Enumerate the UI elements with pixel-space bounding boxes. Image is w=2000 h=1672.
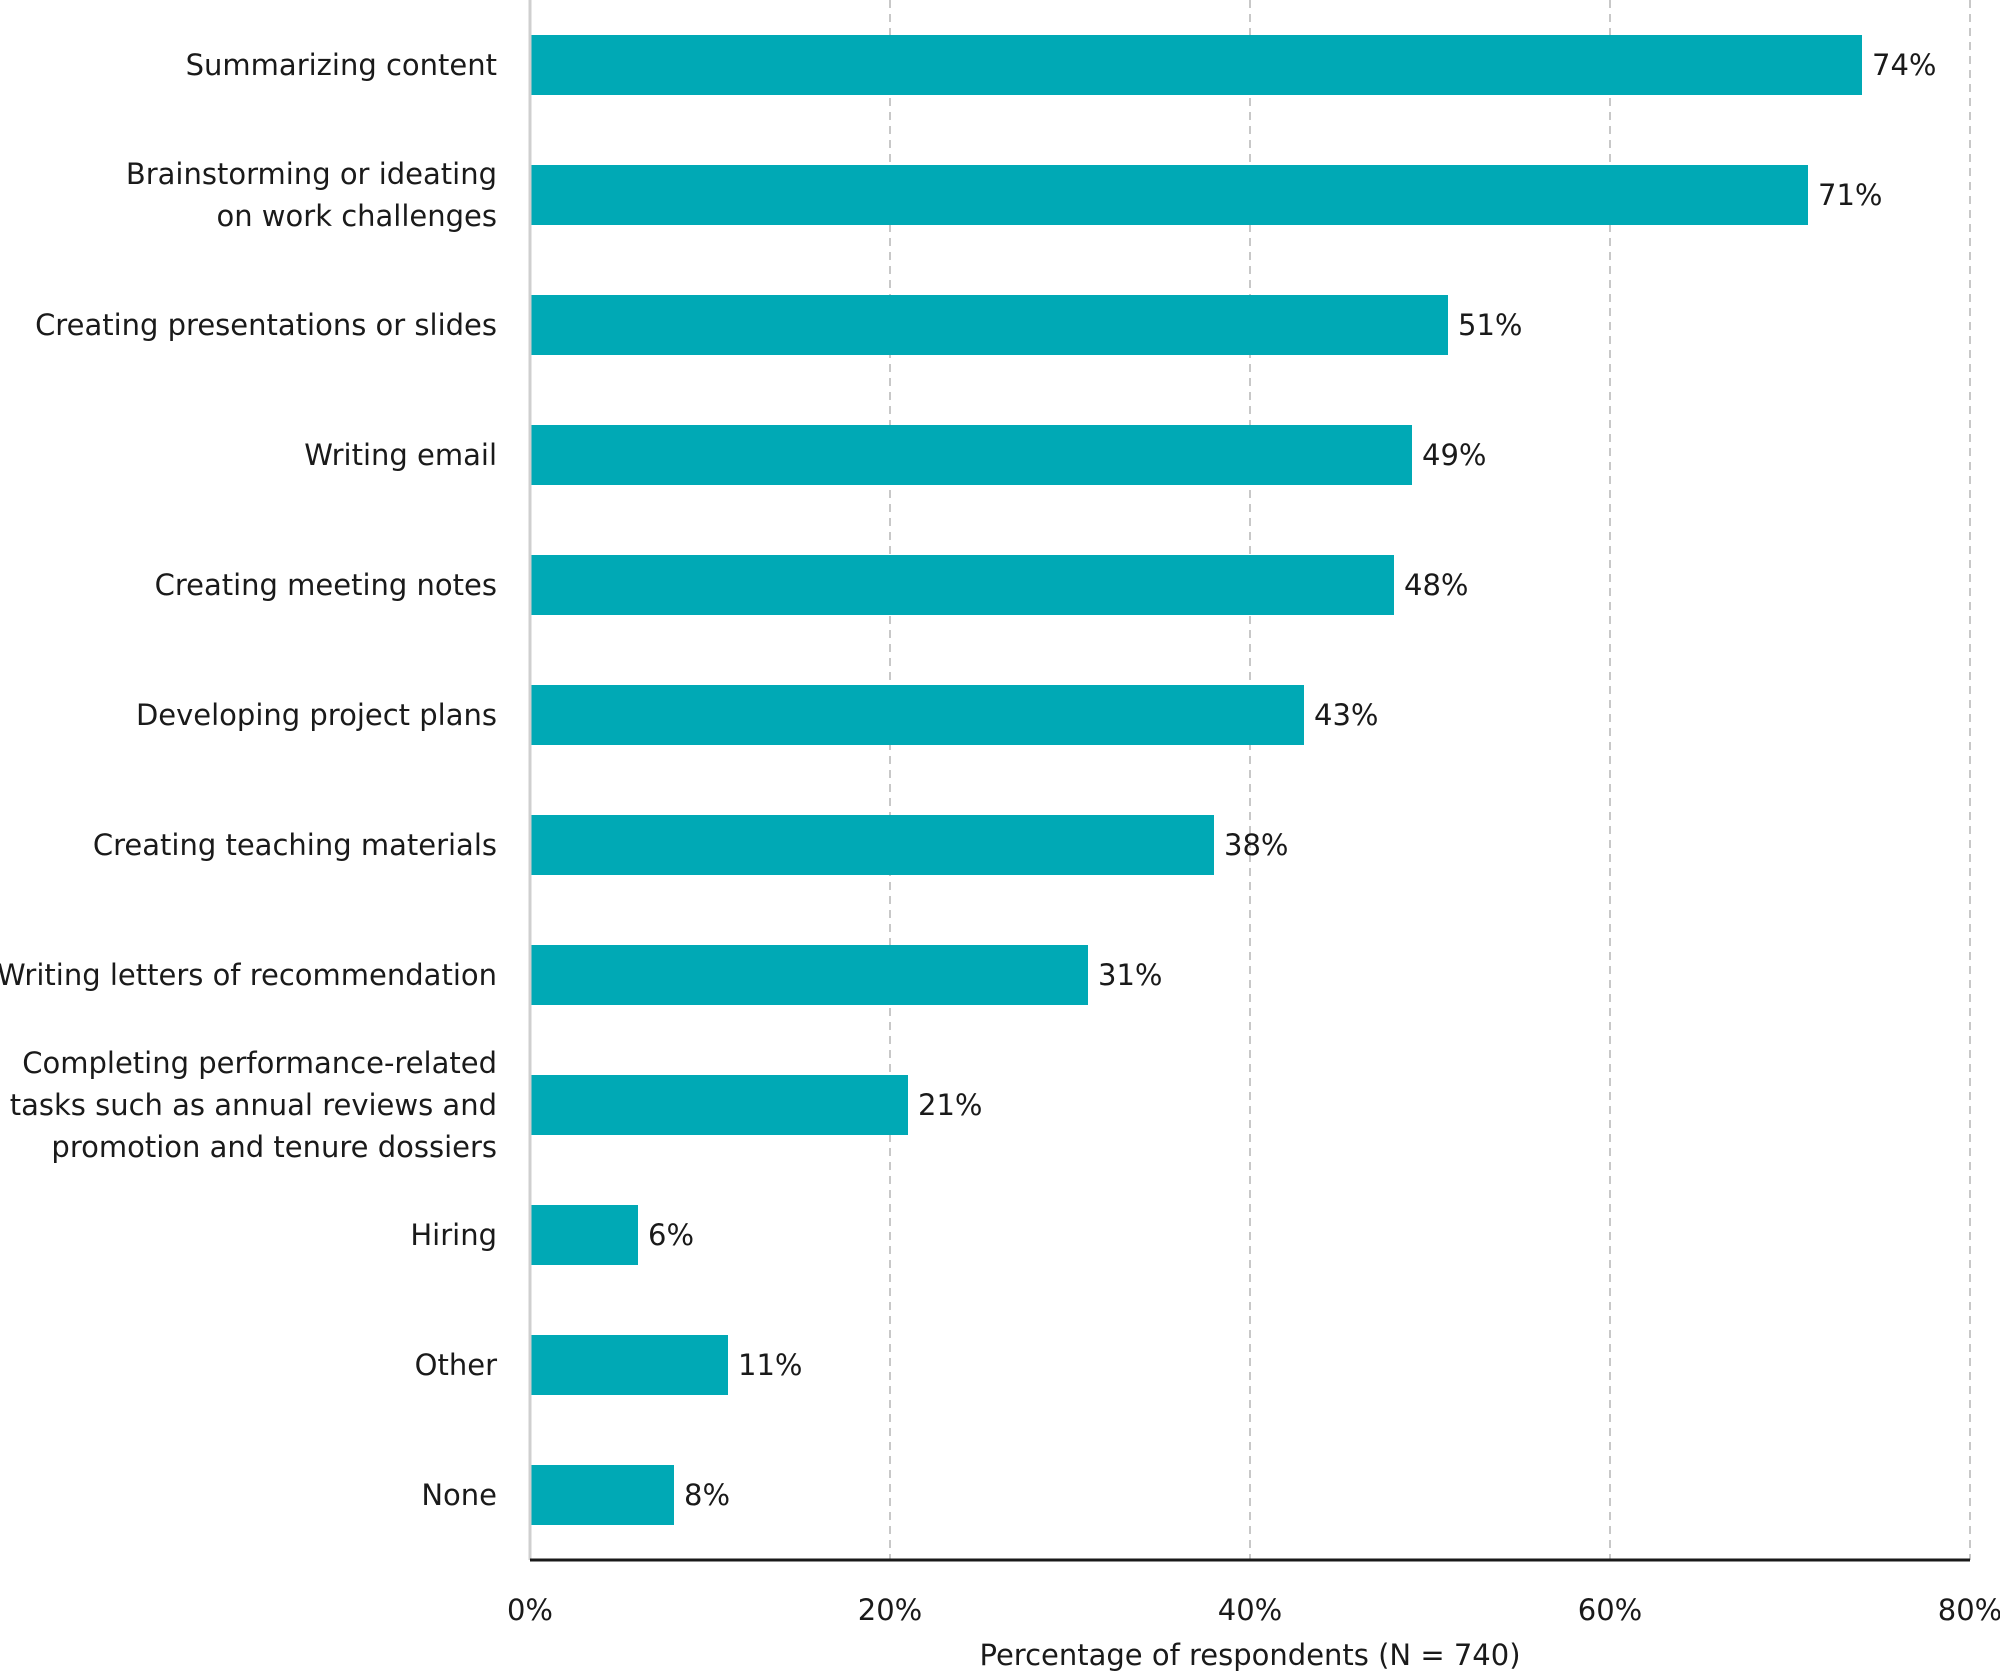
- value-label: 6%: [648, 1218, 694, 1252]
- bar: [530, 815, 1214, 875]
- axes: [528, 0, 1970, 1562]
- value-label: 43%: [1314, 698, 1378, 732]
- x-tick-labels: 0% 20% 40% 60% 80%: [507, 1593, 2000, 1627]
- value-label: 11%: [738, 1348, 802, 1382]
- bar: [530, 1205, 638, 1265]
- category-label: Writing letters of recommendation: [0, 958, 497, 992]
- x-tick-label: 80%: [1938, 1593, 2000, 1627]
- bar: [530, 685, 1304, 745]
- category-label: Other: [415, 1348, 497, 1382]
- value-label: 48%: [1404, 568, 1468, 602]
- x-tick-label: 0%: [507, 1593, 553, 1627]
- bar: [530, 555, 1394, 615]
- category-label: Brainstorming or ideating on work challen…: [126, 157, 497, 233]
- bar: [530, 1465, 674, 1525]
- value-label: 21%: [918, 1088, 982, 1122]
- x-axis-title: Percentage of respondents (N = 740): [979, 1638, 1520, 1672]
- bar: [530, 425, 1412, 485]
- category-label: Developing project plans: [136, 698, 497, 732]
- x-tick-label: 60%: [1578, 1593, 1642, 1627]
- value-label: 51%: [1458, 308, 1522, 342]
- value-label: 71%: [1818, 178, 1882, 212]
- category-label: Creating meeting notes: [155, 568, 497, 602]
- category-label: None: [421, 1478, 497, 1512]
- value-label: 31%: [1098, 958, 1162, 992]
- bars-group: [530, 35, 1862, 1525]
- category-label: Creating presentations or slides: [35, 308, 497, 342]
- bar: [530, 165, 1808, 225]
- value-label: 38%: [1224, 828, 1288, 862]
- x-tick-label: 20%: [858, 1593, 922, 1627]
- category-label: Creating teaching materials: [93, 828, 497, 862]
- x-tick-label: 40%: [1218, 1593, 1282, 1627]
- category-label: Summarizing content: [186, 48, 497, 82]
- bar: [530, 1075, 908, 1135]
- bar: [530, 1335, 728, 1395]
- gridlines: [889, 0, 1971, 1560]
- value-label: 74%: [1872, 48, 1936, 82]
- category-label: Completing performance-related tasks such…: [10, 1046, 497, 1164]
- bar: [530, 295, 1448, 355]
- bar: [530, 945, 1088, 1005]
- value-label: 8%: [684, 1478, 730, 1512]
- category-labels: Summarizing content Brainstorming or idea…: [0, 48, 497, 1512]
- category-label: Hiring: [410, 1218, 497, 1252]
- category-label: Writing email: [304, 438, 497, 472]
- value-label: 49%: [1422, 438, 1486, 472]
- value-labels: 74% 71% 51% 49% 48% 43% 38% 31% 21% 6% 11% 8%: [648, 48, 1936, 1512]
- bar: [530, 35, 1862, 95]
